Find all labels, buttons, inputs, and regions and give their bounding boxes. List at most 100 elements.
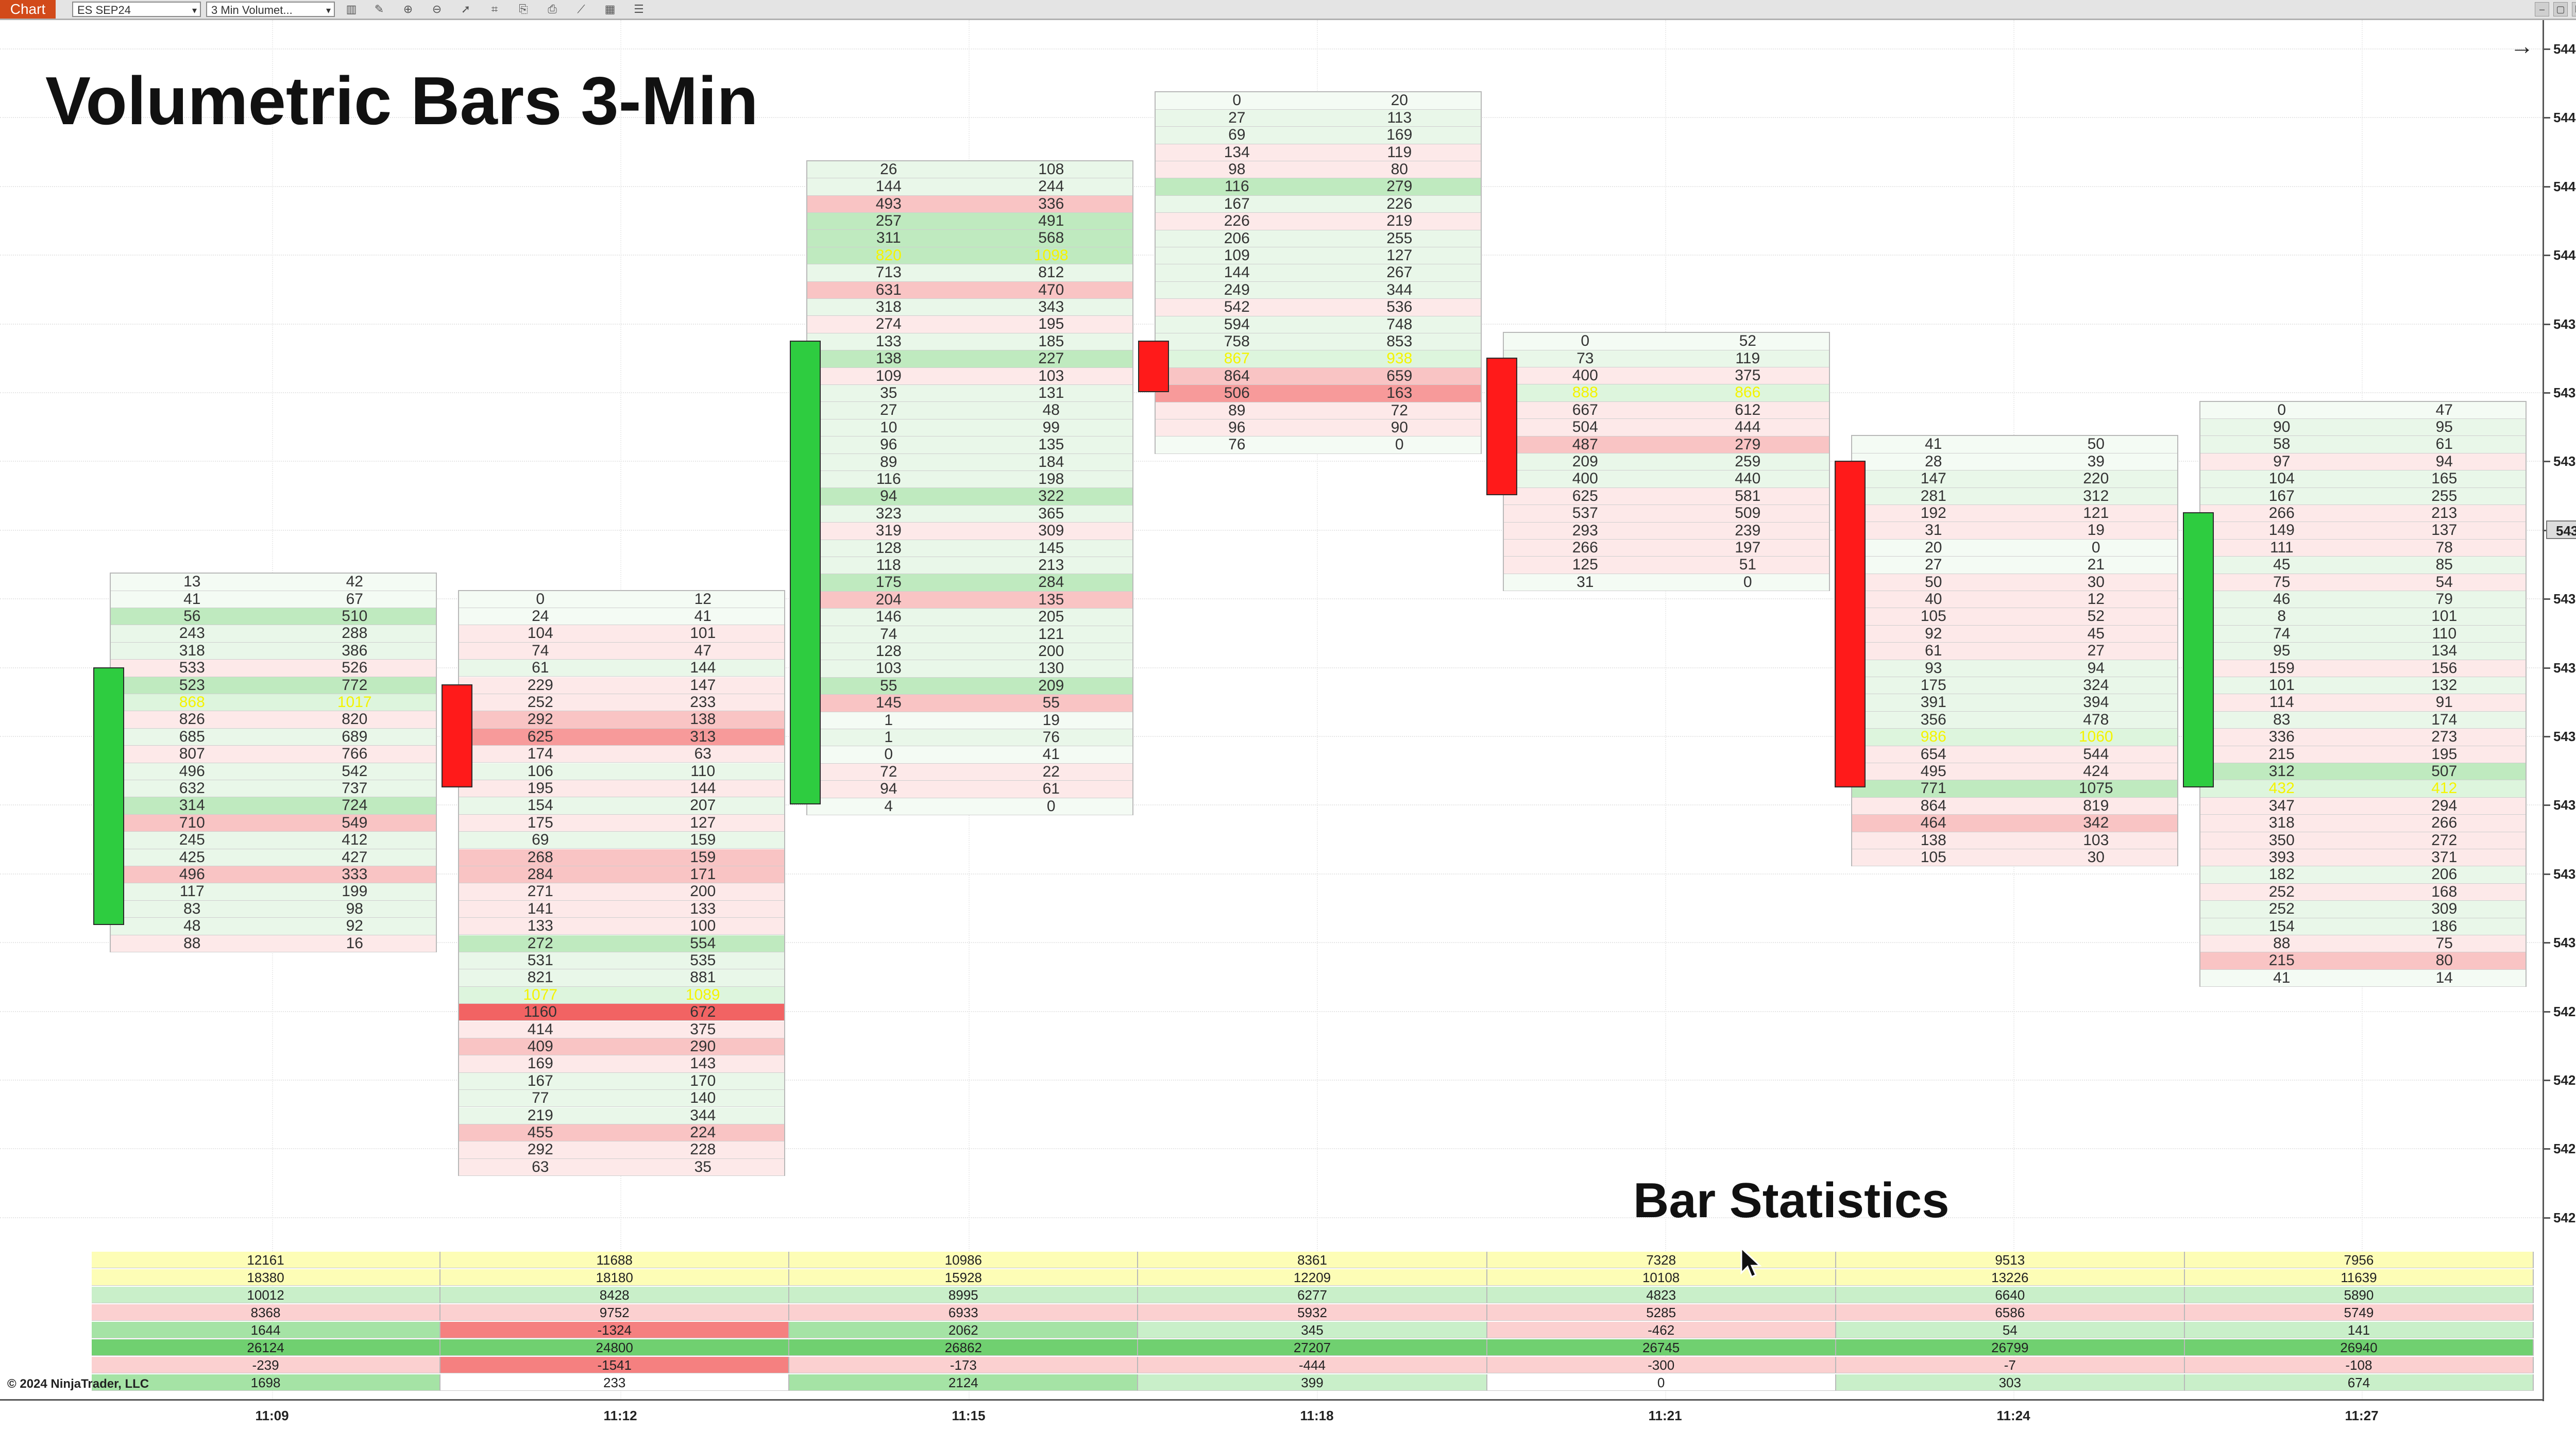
bid-volume-cell: 31 (1925, 522, 1942, 539)
bull-candle[interactable] (2183, 512, 2214, 788)
footprint-row: 167 226 (1156, 196, 1481, 213)
ask-volume-cell: 30 (2087, 573, 2105, 591)
ask-volume-cell: 132 (2431, 677, 2458, 694)
ask-volume-cell: 748 (1386, 315, 1413, 333)
ask-volume-cell: 98 (346, 900, 363, 917)
price-axis[interactable]: 5443.00 5442.00 5441.00 5440.00 5439.00 5438.… (2543, 20, 2576, 1401)
bid-volume-cell: 88 (2273, 935, 2291, 952)
footprint-row: 252 233 (459, 694, 784, 712)
drawing-tool-icon[interactable]: ✎ (374, 3, 384, 15)
ask-volume-cell: 121 (1038, 625, 1064, 643)
footprint-row: 864 659 (1156, 368, 1481, 385)
ask-volume-cell: 165 (2431, 470, 2458, 487)
bar-type-icon[interactable]: ▥ (346, 3, 357, 15)
stat-cell: 674 (2184, 1374, 2534, 1391)
minimize-icon[interactable]: – (2535, 2, 2549, 16)
restore-icon[interactable]: ❐ (2572, 2, 2576, 16)
properties-icon[interactable]: ☰ (634, 3, 644, 15)
footprint-row: 249 344 (1156, 282, 1481, 299)
bid-volume-cell: 226 (1224, 212, 1250, 230)
bull-candle[interactable] (790, 340, 821, 805)
footprint-row: 504 444 (1504, 419, 1829, 436)
bid-volume-cell: 74 (2273, 625, 2291, 642)
bid-volume-cell: 0 (2277, 401, 2286, 418)
ask-volume-cell: 101 (690, 625, 716, 642)
footprint-row: 219 344 (459, 1107, 784, 1124)
arrow-right-icon[interactable]: → (2510, 32, 2534, 59)
ask-volume-cell: 41 (694, 607, 711, 625)
time-gridline (1317, 20, 1318, 1401)
volumetric-bar-1109[interactable]: 13 42 41 67 56 510 243 288 318 386 533 526 523 772 868… (110, 573, 437, 952)
footprint-row: 625 581 (1504, 488, 1829, 506)
footprint-row: 195 144 (459, 780, 784, 798)
bid-volume-cell: 13 (183, 573, 201, 591)
bid-volume-cell: 215 (2268, 745, 2295, 763)
templates-icon[interactable]: ⎘ (519, 3, 528, 15)
instrument-select[interactable]: ES SEP24 ▾ (72, 2, 201, 17)
ask-volume-cell: 440 (1735, 470, 1761, 487)
volumetric-bar-1124[interactable]: 41 50 28 39 147 220 281 312 192 121 31 19 20 0 27 21 50 3… (1851, 435, 2178, 867)
ask-volume-cell: 92 (346, 917, 363, 935)
ask-volume-cell: 206 (2431, 866, 2458, 883)
volumetric-bar-1121[interactable]: 0 52 73 119 400 375 888 866 667 612 504 444 487 279 20… (1503, 332, 1830, 592)
maximize-icon[interactable]: ▢ (2553, 2, 2568, 16)
bid-volume-cell: 710 (179, 814, 205, 831)
footprint-row: 138 227 (807, 350, 1132, 368)
footprint-row: 45 85 (2200, 557, 2526, 574)
volumetric-bar-1118[interactable]: 0 20 27 113 69 169 134 119 98 80 116 279 167 226 226 21… (1155, 91, 1482, 454)
ask-volume-cell: 938 (1386, 350, 1413, 367)
bid-volume-cell: 318 (179, 642, 205, 659)
ask-volume-cell: 255 (2431, 487, 2458, 505)
bid-volume-cell: 128 (875, 642, 902, 660)
zoom-in-icon[interactable]: ⊕ (403, 3, 413, 15)
bar-type-select[interactable]: 3 Min Volumet... ▾ (206, 2, 335, 17)
footprint-row: 83 98 (111, 901, 436, 918)
ask-volume-cell: 131 (1038, 384, 1064, 401)
ask-volume-cell: 63 (694, 745, 711, 763)
bid-volume-cell: 56 (183, 607, 201, 625)
volumetric-bar-1115[interactable]: 26 108 144 244 493 336 257 491 311 568 820 1098 713 8… (806, 160, 1133, 815)
footprint-row: 8 101 (2200, 608, 2526, 626)
ask-volume-cell: 510 (342, 607, 368, 625)
chart-tab[interactable]: Chart (0, 0, 56, 19)
ask-volume-cell: 375 (690, 1020, 716, 1038)
bid-volume-cell: 807 (179, 745, 205, 763)
price-tick (2544, 323, 2550, 325)
footprint-row: 26 108 (807, 161, 1132, 179)
zoom-out-icon[interactable]: ⊖ (432, 3, 442, 15)
footprint-row: 506 163 (1156, 385, 1481, 402)
bid-volume-cell: 0 (884, 746, 893, 763)
volumetric-bar-1112[interactable]: 0 12 24 41 104 101 74 47 61 144 229 147 252 233 292 138… (458, 590, 785, 1176)
footprint-row: 76 0 (1156, 436, 1481, 454)
footprint-row: 94 61 (807, 781, 1132, 798)
volumetric-bar-1127[interactable]: 0 47 90 95 58 61 97 94 104 165 167 255 266 213 149 137 1… (2199, 400, 2527, 987)
ask-volume-cell: 544 (2083, 745, 2109, 763)
price-gridline (0, 667, 2543, 668)
data-box-icon[interactable]: ⌗ (491, 3, 498, 15)
ask-volume-cell: 35 (694, 1158, 711, 1175)
bear-candle[interactable] (1138, 340, 1169, 392)
footprint-row: 1160 672 (459, 1004, 784, 1021)
screenshot-icon[interactable]: ⎙ (548, 3, 557, 15)
price-label: 5428.00 (2553, 1072, 2576, 1088)
strategies-icon[interactable]: ▦ (604, 3, 616, 15)
ask-volume-cell: 509 (1735, 505, 1761, 522)
bid-volume-cell: 98 (1228, 160, 1246, 178)
footprint-row: 771 1075 (1852, 780, 2177, 798)
footprint-row: 495 424 (1852, 763, 2177, 781)
bear-candle[interactable] (1835, 461, 1866, 788)
bull-candle[interactable] (93, 667, 124, 925)
footprint-row: 318 343 (807, 299, 1132, 316)
ask-volume-cell: 101 (2431, 608, 2458, 625)
bid-volume-cell: 243 (179, 625, 205, 642)
pointer-icon[interactable]: ➚ (461, 3, 471, 15)
indicators-icon[interactable]: ⟋ (577, 3, 585, 15)
price-label: 5432.00 (2553, 797, 2576, 813)
time-axis[interactable]: 11:09 11:12 11:15 11:18 11:21 11:24 11:27 (0, 1399, 2543, 1429)
ask-volume-cell: 1060 (2078, 728, 2113, 746)
bear-candle[interactable] (442, 684, 472, 788)
ask-volume-cell: 171 (690, 865, 716, 883)
price-label: 5430.00 (2553, 935, 2576, 951)
bear-candle[interactable] (1486, 358, 1517, 496)
price-tick (2544, 1148, 2550, 1150)
